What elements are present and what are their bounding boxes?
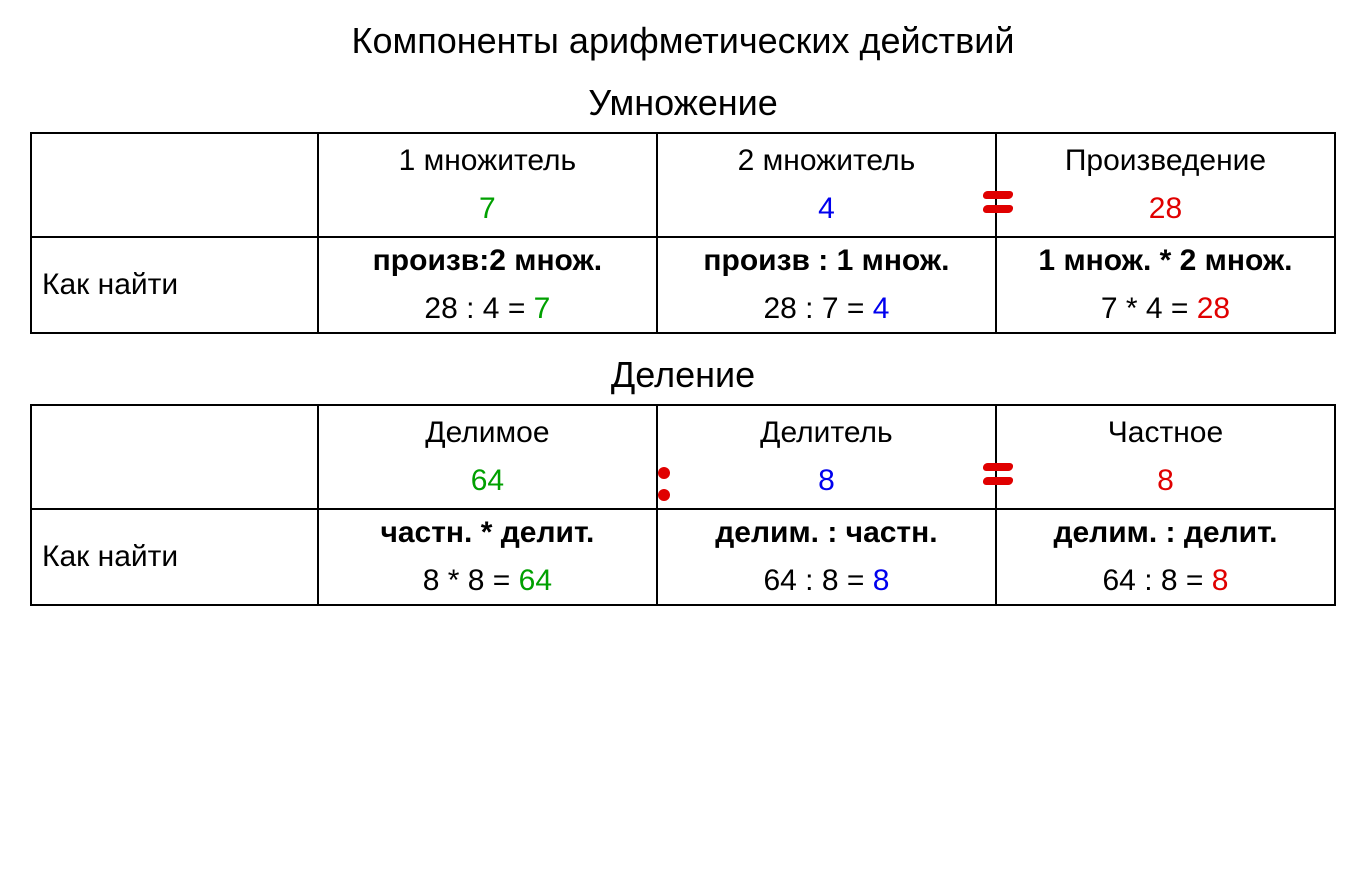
rule-text: делим. : частн.	[668, 516, 985, 550]
rule-text: делим. : делит.	[1007, 516, 1324, 550]
cell-header-2: Делитель 8	[657, 405, 996, 509]
calc-text: 64 : 8 = 8	[668, 564, 985, 598]
cell-header-3: Произведение 28	[996, 133, 1335, 237]
cell-rule-2: произв : 1 множ. 28 : 7 = 4	[657, 237, 996, 333]
multiplication-table: 1 множитель 7 2 множитель 4 Произведение…	[30, 132, 1336, 334]
rule-text: частн. * делит.	[329, 516, 646, 550]
page-title: Компоненты арифметических действий	[30, 20, 1336, 62]
row-label-text: Как найти	[42, 268, 178, 301]
calc-text: 28 : 4 = 7	[329, 292, 646, 326]
calc-result: 28	[1197, 292, 1230, 325]
calc-prefix: 64 : 8 =	[1103, 564, 1212, 597]
calc-prefix: 7 * 4 =	[1101, 292, 1197, 325]
cell-rule-3: делим. : делит. 64 : 8 = 8	[996, 509, 1335, 605]
cell-empty	[31, 405, 318, 509]
table-row-rule: Как найти частн. * делит. 8 * 8 = 64 дел…	[31, 509, 1335, 605]
cell-header-1: Делимое 64	[318, 405, 657, 509]
multiplication-title: Умножение	[30, 82, 1336, 124]
calc-text: 8 * 8 = 64	[329, 564, 646, 598]
col-header: 2 множитель	[668, 140, 985, 182]
col-value: 64	[471, 464, 504, 497]
col-value: 8	[1157, 464, 1174, 497]
rule-text: произв : 1 множ.	[668, 244, 985, 278]
cell-empty	[31, 133, 318, 237]
rule-text: 1 множ. * 2 множ.	[1007, 244, 1324, 278]
cell-rule-1: произв:2 множ. 28 : 4 = 7	[318, 237, 657, 333]
row-label: Как найти	[31, 237, 318, 333]
op-equals-icon	[983, 463, 1013, 485]
cell-header-3: Частное 8	[996, 405, 1335, 509]
cell-rule-3: 1 множ. * 2 множ. 7 * 4 = 28	[996, 237, 1335, 333]
calc-prefix: 28 : 4 =	[424, 292, 533, 325]
op-colon-icon	[658, 467, 670, 501]
division-title: Деление	[30, 354, 1336, 396]
table-row-header: 1 множитель 7 2 множитель 4 Произведение…	[31, 133, 1335, 237]
division-table: Делимое 64 Делитель 8 Частное 8 Как найт…	[30, 404, 1336, 606]
col-value: 8	[818, 464, 835, 497]
calc-text: 7 * 4 = 28	[1007, 292, 1324, 326]
col-value: 4	[818, 192, 835, 225]
row-label-text: Как найти	[42, 540, 178, 573]
col-header: 1 множитель	[329, 140, 646, 182]
calc-result: 7	[534, 292, 551, 325]
col-header: Делимое	[329, 412, 646, 454]
col-header: Произведение	[1007, 140, 1324, 182]
calc-text: 28 : 7 = 4	[668, 292, 985, 326]
col-header: Частное	[1007, 412, 1324, 454]
col-value: 7	[479, 192, 496, 225]
calc-prefix: 28 : 7 =	[763, 292, 872, 325]
cell-rule-2: делим. : частн. 64 : 8 = 8	[657, 509, 996, 605]
row-label: Как найти	[31, 509, 318, 605]
calc-result: 4	[873, 292, 890, 325]
rule-text: произв:2 множ.	[329, 244, 646, 278]
calc-result: 8	[1212, 564, 1229, 597]
cell-rule-1: частн. * делит. 8 * 8 = 64	[318, 509, 657, 605]
cell-header-2: 2 множитель 4	[657, 133, 996, 237]
col-header: Делитель	[668, 412, 985, 454]
op-equals-icon	[983, 191, 1013, 213]
calc-prefix: 8 * 8 =	[423, 564, 519, 597]
calc-result: 64	[519, 564, 552, 597]
calc-prefix: 64 : 8 =	[763, 564, 872, 597]
calc-result: 8	[873, 564, 890, 597]
table-row-header: Делимое 64 Делитель 8 Частное 8	[31, 405, 1335, 509]
col-value: 28	[1149, 192, 1182, 225]
cell-header-1: 1 множитель 7	[318, 133, 657, 237]
table-row-rule: Как найти произв:2 множ. 28 : 4 = 7 прои…	[31, 237, 1335, 333]
calc-text: 64 : 8 = 8	[1007, 564, 1324, 598]
